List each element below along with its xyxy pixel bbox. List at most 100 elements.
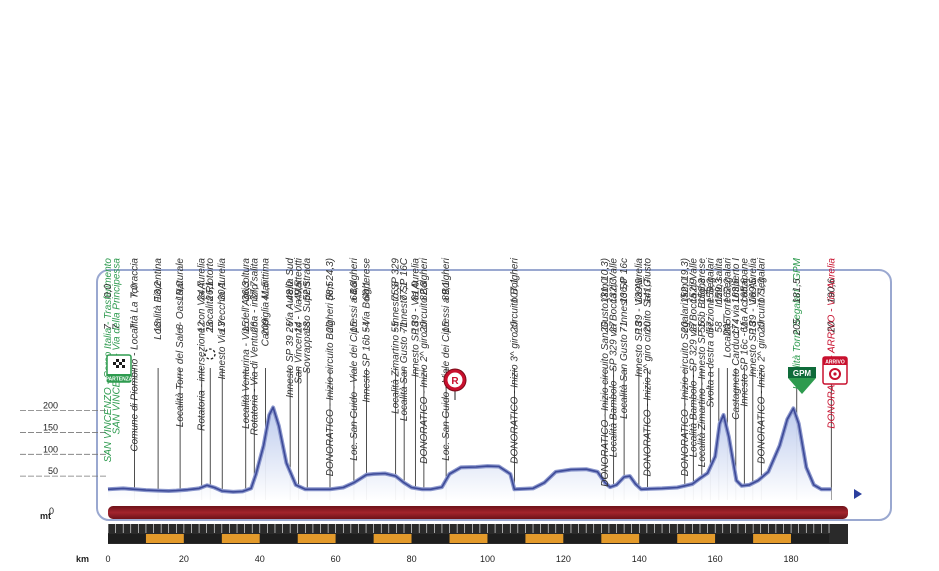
waypoint-altitude: 8: [175, 324, 186, 330]
waypoint-altitude: 12: [197, 321, 208, 333]
waypoint-altitude: 20: [325, 321, 336, 334]
x-tick-label: 0: [105, 554, 110, 564]
waypoint-description: Località Zimartino - Innesto SP 329: [391, 258, 402, 414]
waypoint-altitude: 20: [756, 321, 767, 334]
waypoint-km: 13,2: [153, 281, 164, 301]
waypoint-km: 159,3: [714, 278, 725, 303]
waypoint-description: Innesto SP 39 - Via Aurelia: [748, 258, 759, 378]
feed-zone-marker: R: [443, 368, 467, 400]
km-bar-segment: [715, 534, 754, 543]
waypoint-description: SAN VINCENZO - Via della Principessa: [112, 258, 123, 435]
y-gridlines: [20, 410, 108, 477]
waypoint-altitude: 28: [205, 321, 216, 334]
profile-line: [107, 406, 832, 493]
x-tick-label: 20: [179, 554, 189, 564]
x-tick-label: 100: [480, 554, 495, 564]
waypoint-km: 156,3: [697, 278, 708, 303]
y-unit-label: mt: [40, 511, 51, 521]
waypoint-description: Innesto SP 16c - Via Accattapane: [739, 258, 750, 407]
waypoint-km: 52,5: [302, 281, 313, 301]
km-bar-segment: [221, 534, 260, 543]
waypoint-km: 171,3: [756, 278, 767, 303]
waypoint-km: 48,0: [285, 281, 296, 301]
waypoint-description: DONORATICO - Inizio circuito Bolgheri (k…: [325, 258, 336, 476]
waypoint-altitude: 61: [739, 321, 750, 332]
waypoint-km: 24,7: [197, 281, 208, 302]
km-bar-segment: [525, 534, 564, 543]
waypoint-description: Castagneto Carducci - via Umberto I: [731, 258, 742, 420]
waypoint-altitude: 71: [399, 321, 410, 332]
waypoint-altitude: 15: [241, 321, 252, 333]
waypoint-description: DONORATICO - Inizio 2^ giro circuito Seg…: [756, 257, 767, 463]
finish-icon: [829, 368, 841, 380]
x-tick-label: 80: [407, 554, 417, 564]
start-label: PARTENZA: [106, 377, 133, 383]
waypoint-description: DONORATICO - Inizio circuito San Gusto (…: [600, 258, 611, 487]
start-marker: PARTENZA: [106, 354, 133, 383]
waypoint-description: Innesto SP 39 - Via Aurelia Sud: [285, 258, 296, 398]
gpm-marker: GPM: [788, 367, 816, 394]
waypoint-km: 41,5: [260, 281, 271, 301]
waypoint-description: Svolta a destra direzione Segalari: [705, 257, 716, 407]
waypoint-lines: [134, 368, 832, 500]
gpm-triangle-icon: [788, 378, 816, 394]
waypoint-altitude: 7: [130, 324, 141, 330]
waypoint-altitude: 57: [705, 321, 716, 333]
waypoint-altitude: 7: [112, 324, 123, 330]
waypoint-description: Rotatoria - Via di Venturina - inizio sa…: [249, 258, 260, 436]
x-tick-label: 140: [632, 554, 647, 564]
waypoint-km: 162,2: [722, 278, 733, 303]
x-unit-label: km: [76, 554, 89, 564]
waypoint-altitude: 20: [509, 321, 520, 334]
waypoint-description: Loc. San Guido - Viale dei Cipressi a Bo…: [441, 257, 452, 460]
waypoint-km: 58,5: [325, 281, 336, 301]
waypoint-altitude: 55: [697, 321, 708, 333]
waypoint-km: 36,3: [241, 281, 252, 301]
waypoint-km: 165,6: [739, 278, 750, 303]
finish-label: ARRIVO: [825, 360, 845, 366]
waypoint-description: Rotatoria - intersezione con Via Aurelia: [197, 258, 208, 431]
table-frame: [96, 269, 892, 521]
waypoint-description: DONORATICO - Inizio circuito Segalari (k…: [680, 258, 691, 476]
waypoint-description: Località Zimartino - Innesto SP 16b Bolg…: [697, 258, 708, 468]
sprint-marker: [204, 348, 216, 360]
waypoint-description: Località Torre del Sale - Oasi Naturale: [175, 258, 186, 428]
waypoint-altitude: 55: [391, 321, 402, 333]
waypoint-altitude: 20: [419, 321, 430, 334]
km-bar-segment: [411, 534, 450, 543]
x-axis: 0 20 40 60 80 100 120 140 160 180: [105, 554, 798, 564]
waypoint-km: 19,0: [175, 281, 186, 301]
waypoint-description: Sovrappasso Superstrada: [302, 258, 313, 374]
waypoint-km: 26,1: [205, 281, 216, 301]
y-tick-label: 0: [49, 506, 54, 516]
profile-fill: [108, 407, 832, 500]
waypoint-description: Località Fiorentina: [153, 258, 164, 340]
waypoint-altitude: 205: [722, 318, 733, 336]
y-axis: 0 50 100 150 200: [43, 401, 58, 516]
km-bar-segment: [601, 534, 640, 543]
km-bar-segment: [753, 534, 792, 543]
waypoint-km: 181,5: [792, 278, 803, 303]
km-bar-segment: [108, 534, 146, 543]
waypoint-description: Località Bambolo - SP 329 via Bocca di V…: [688, 258, 699, 458]
waypoint-altitude: 18: [634, 321, 645, 333]
waypoint-description: Innesto SP 16b - Via Bolgherese: [361, 258, 372, 403]
x-tick-label: 120: [556, 554, 571, 564]
waypoint-km: 141,7: [642, 278, 653, 303]
waypoint-description: Loc. San Guido - Viale dei Cipressi a Bo…: [349, 257, 360, 460]
waypoint-description: Località Venturina - Via dell'Agricoltur…: [241, 258, 252, 429]
waypoint-altitude: 13: [217, 321, 228, 333]
km-bar-segment: [449, 534, 488, 543]
km-bar-segment: [487, 534, 526, 543]
km-bar-segment: [297, 534, 336, 543]
waypoint-km: 163,6: [731, 278, 742, 303]
waypoint-description: Località San Gusto - Innesto SP 16c: [619, 258, 630, 419]
waypoint-altitude: 14: [294, 321, 305, 333]
km-bar-segment: [335, 534, 374, 543]
waypoint-altitude: 26: [285, 321, 296, 334]
waypoint-km: 75,8: [391, 281, 402, 301]
finish-marker: ARRIVO: [822, 356, 848, 385]
x-tick-label: 60: [331, 554, 341, 564]
waypoint-altitude: 18: [153, 321, 164, 333]
